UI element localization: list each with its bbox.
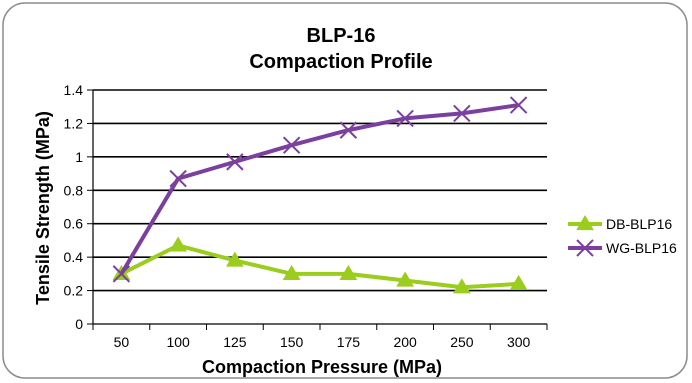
x-tick-label: 200 [393, 334, 417, 350]
series-DB-BLP16 [112, 236, 528, 294]
x-tick-label: 175 [337, 334, 361, 350]
legend-marker-stroke-b [576, 239, 594, 257]
tick-labels: 0 0.2 0.4 0.6 0.8 1 1.2 1.4 50 100 125 150 175 200 250… [64, 82, 531, 350]
legend-entry: DB-BLP16 [568, 215, 672, 232]
data-point [112, 265, 131, 283]
data-point-stroke-b [112, 265, 131, 283]
data-point [339, 264, 358, 280]
data-point [226, 251, 244, 267]
legend: DB-BLP16 WG-BLP16 [568, 215, 677, 257]
data-point [396, 109, 414, 128]
data-point-stroke-b [453, 104, 471, 123]
gridlines [93, 89, 547, 292]
data-point [282, 264, 301, 280]
data-point [282, 136, 301, 154]
series [112, 96, 528, 294]
legend-entry: WG-BLP16 [568, 239, 677, 257]
data-point [339, 121, 358, 139]
legend-label: DB-BLP16 [606, 216, 672, 232]
data-point [226, 153, 244, 171]
x-tick-label: 250 [450, 334, 474, 350]
legend-marker [576, 215, 594, 231]
chart-title-line-1: BLP-16 [307, 25, 376, 47]
data-point [396, 271, 414, 287]
data-point [169, 169, 187, 188]
axes [87, 89, 548, 330]
data-point [453, 278, 471, 294]
x-tick-label: 125 [223, 334, 247, 350]
chart-title-line-2: Compaction Profile [249, 51, 432, 73]
data-point [453, 104, 471, 123]
y-axis-title: Tensile Strength (MPa) [33, 111, 53, 305]
data-point-stroke-b [226, 153, 244, 171]
x-tick-label: 300 [507, 334, 531, 350]
data-point [509, 274, 528, 290]
y-tick-label: 1.2 [64, 115, 84, 131]
data-point-stroke-b [396, 109, 414, 128]
y-tick-label: 1 [75, 149, 83, 165]
data-point-stroke-b [509, 96, 528, 114]
x-tick-label: 150 [280, 334, 304, 350]
y-tick-label: 0.2 [64, 283, 84, 299]
x-tick-label: 50 [114, 334, 130, 350]
data-point-stroke-b [169, 169, 187, 188]
y-tick-label: 0.8 [64, 182, 84, 198]
series-line [119, 103, 519, 275]
data-point-stroke-b [339, 121, 358, 139]
chart-svg: BLP-16 Compaction Profile Compaction Pre… [2, 2, 688, 379]
legend-label: WG-BLP16 [606, 240, 677, 256]
data-point [509, 96, 528, 114]
data-point-stroke-b [282, 136, 301, 154]
x-axis-title: Compaction Pressure (MPa) [202, 357, 442, 377]
x-tick-label: 100 [166, 334, 190, 350]
data-point [169, 236, 187, 252]
y-tick-label: 0.6 [64, 216, 84, 232]
y-tick-label: 0 [75, 316, 83, 332]
y-tick-label: 1.4 [64, 82, 84, 98]
y-tick-label: 0.4 [64, 249, 84, 265]
legend-marker [576, 239, 594, 257]
series-line [120, 243, 519, 290]
series-WG-BLP16 [112, 96, 528, 283]
chart-container: BLP-16 Compaction Profile Compaction Pre… [2, 2, 688, 379]
